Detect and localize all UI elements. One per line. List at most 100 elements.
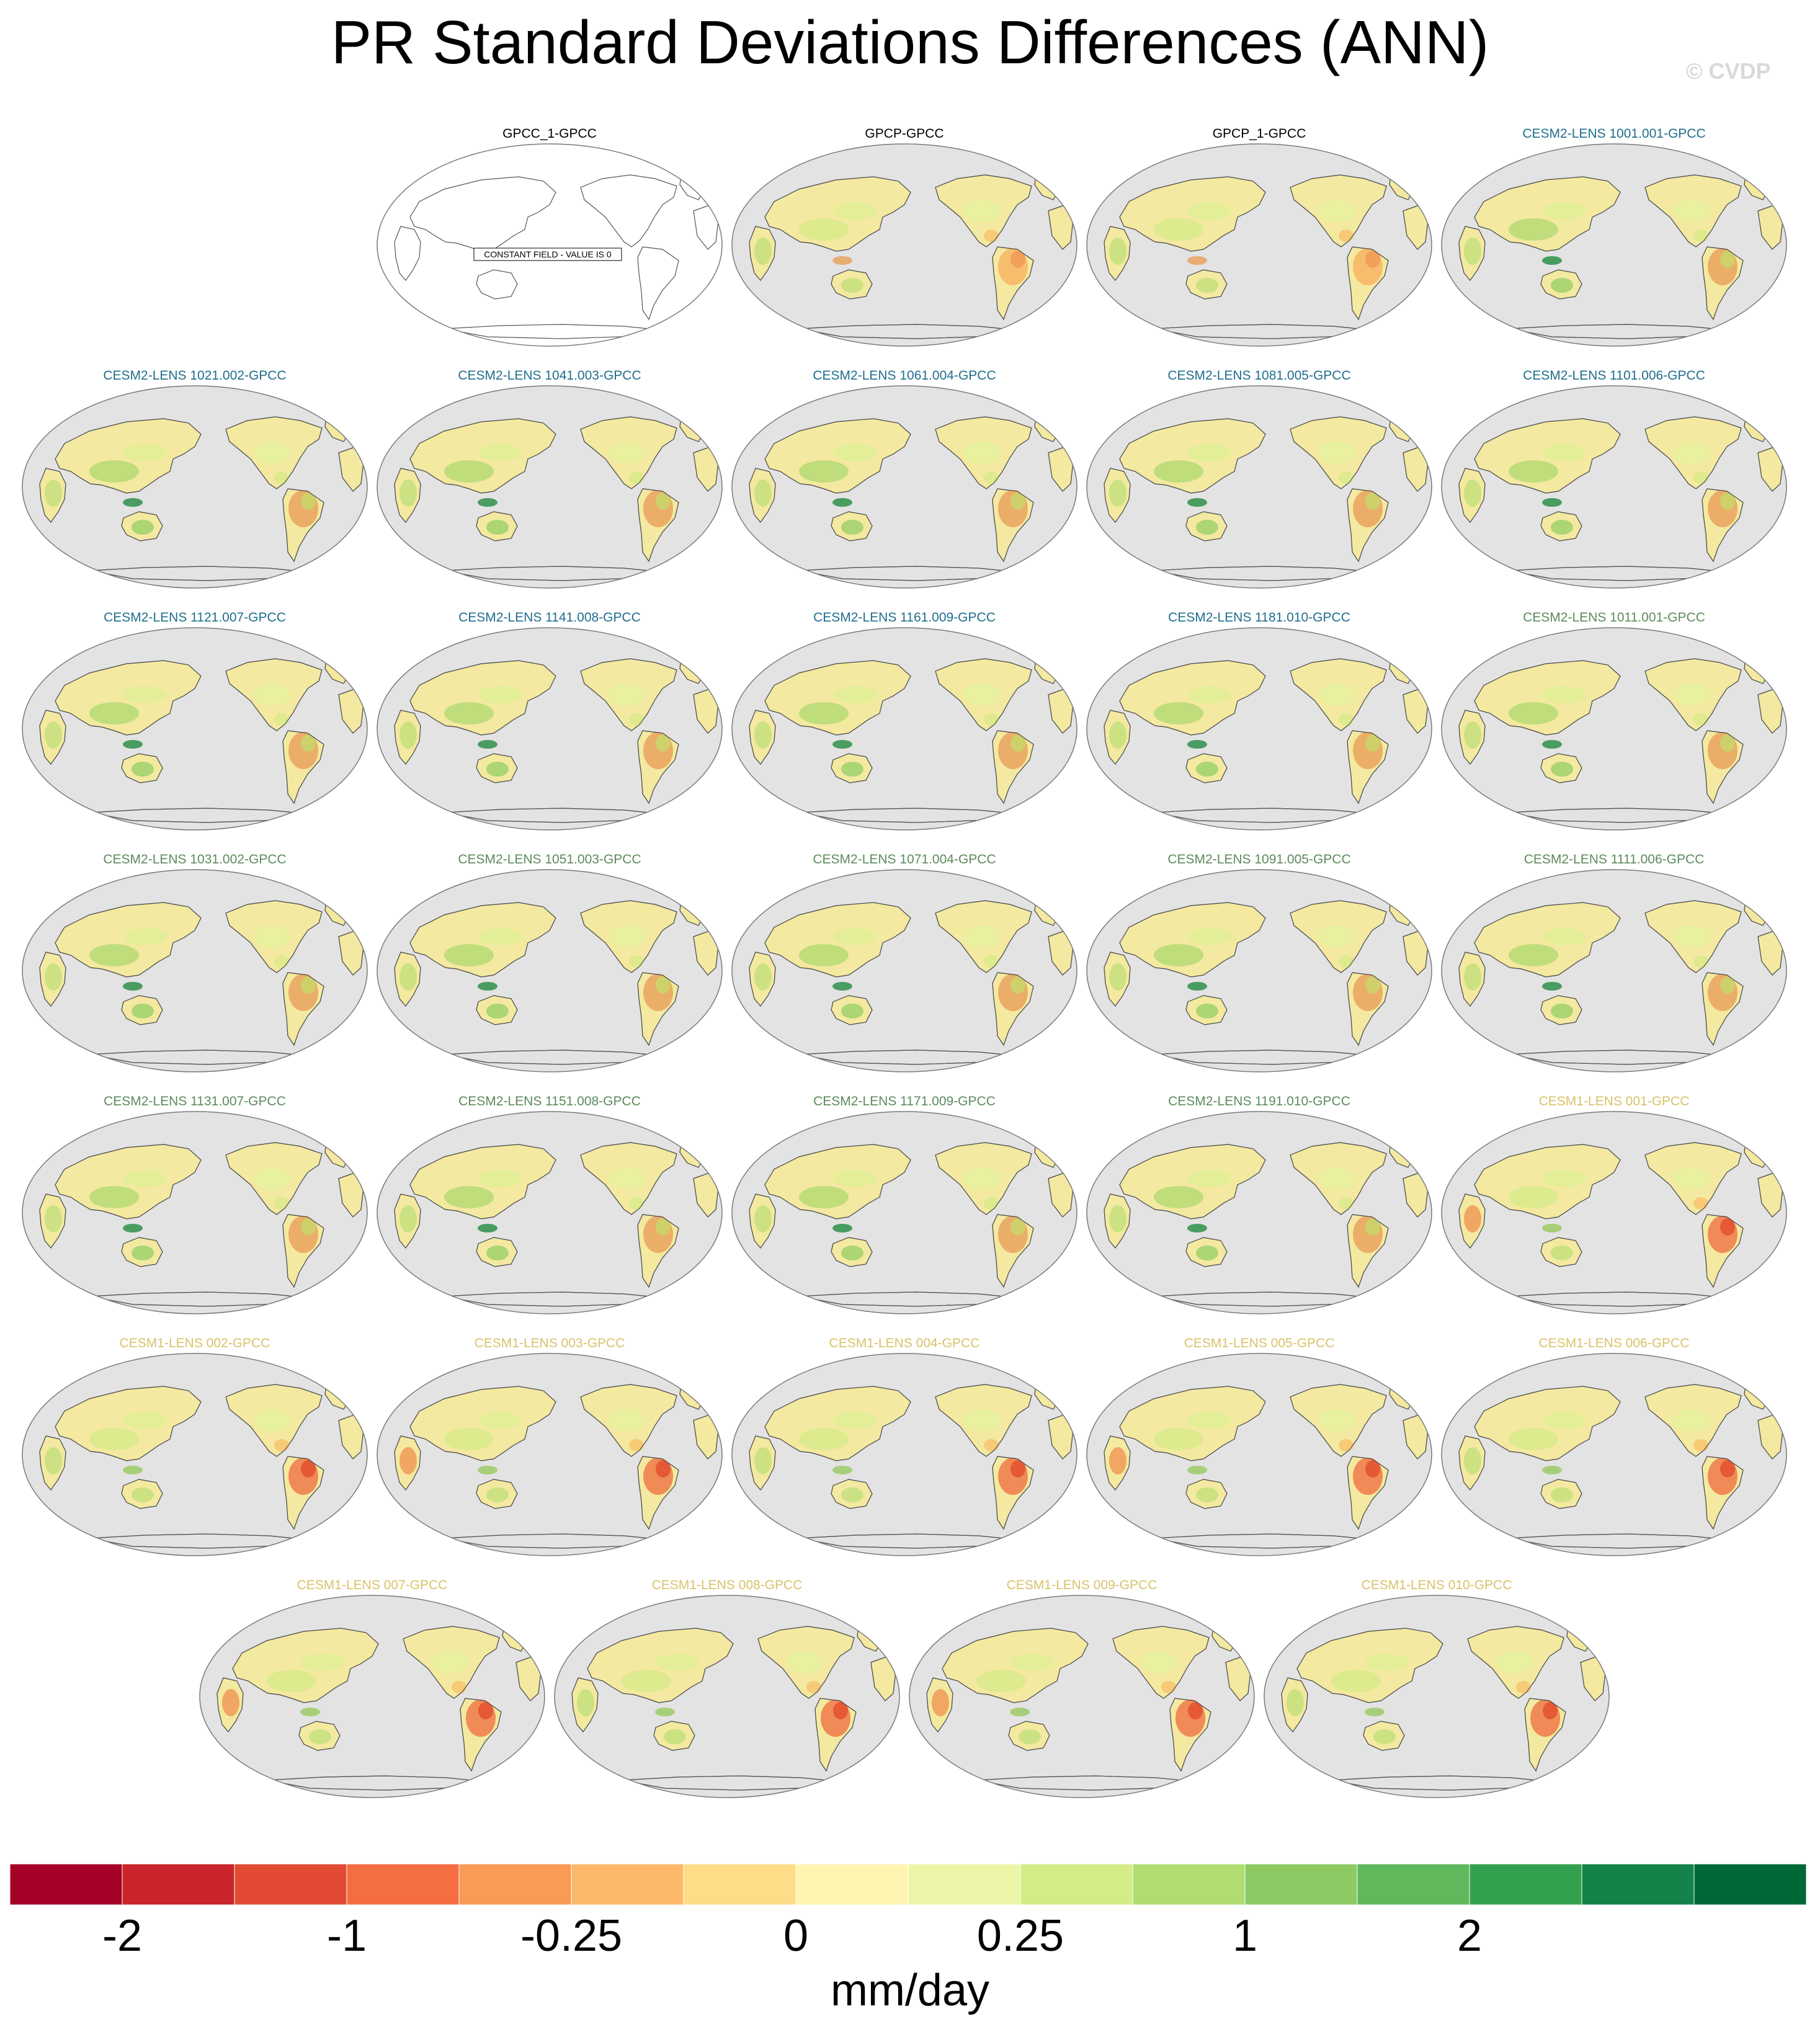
difference-patch xyxy=(1187,256,1207,265)
difference-patch xyxy=(832,256,852,265)
coastline-outline xyxy=(814,1698,857,1772)
difference-patch xyxy=(301,493,316,510)
difference-patch xyxy=(123,1466,143,1474)
difference-patch xyxy=(1551,1487,1573,1502)
panel-title: CESM2-LENS 1151.008-GPCC xyxy=(458,1094,641,1108)
difference-patch xyxy=(431,1651,468,1674)
difference-patch xyxy=(1693,471,1708,484)
difference-patch xyxy=(486,1246,509,1260)
difference-patch xyxy=(452,1681,466,1693)
ocean-background xyxy=(200,1595,545,1798)
map-border xyxy=(731,627,1077,831)
coastline-outline xyxy=(121,1237,163,1267)
coastline-outline xyxy=(476,995,518,1025)
coastline-outline xyxy=(1702,730,1744,805)
difference-patch xyxy=(1154,218,1203,241)
difference-patch xyxy=(963,925,1001,948)
difference-patch xyxy=(1339,1439,1354,1451)
panel-title: GPCC_1-GPCC xyxy=(502,127,597,141)
colorbar-swatch xyxy=(1357,1864,1470,1905)
difference-patch xyxy=(1287,1689,1304,1716)
difference-patch xyxy=(1365,976,1380,994)
coastline-outline xyxy=(403,1626,500,1699)
coastline-outline xyxy=(1290,1384,1387,1457)
ocean-background xyxy=(1087,144,1432,346)
ocean-background xyxy=(377,870,722,1072)
ocean-background xyxy=(732,386,1077,588)
coastline-outline xyxy=(394,710,421,765)
difference-patch xyxy=(1673,925,1710,948)
difference-patch xyxy=(1318,1167,1355,1190)
coastline-outline xyxy=(764,660,911,736)
difference-patch xyxy=(478,982,497,991)
coastline-outline xyxy=(282,1214,324,1288)
difference-patch xyxy=(89,702,139,724)
map-border xyxy=(1441,143,1787,347)
difference-patch xyxy=(786,1651,823,1674)
map-border xyxy=(731,1111,1077,1314)
difference-patch xyxy=(1188,686,1231,703)
difference-patch xyxy=(1551,1246,1573,1260)
difference-patch xyxy=(478,928,522,945)
panel-title: CESM2-LENS 1091.005-GPCC xyxy=(1167,852,1351,867)
coastline-outline xyxy=(764,1144,911,1219)
difference-patch xyxy=(1516,1681,1531,1693)
map-panel: CESM1-LENS 004-GPCC xyxy=(731,1336,1078,1572)
world-map xyxy=(1086,1111,1432,1314)
difference-patch xyxy=(301,734,316,752)
colorbar-swatch xyxy=(1020,1864,1133,1905)
difference-patch xyxy=(1109,963,1126,991)
difference-patch xyxy=(444,460,494,483)
coastline-outline xyxy=(282,730,324,805)
coastline-outline xyxy=(1008,1721,1050,1751)
coastline-outline xyxy=(1104,1193,1131,1249)
panel-title: CESM2-LENS 1021.002-GPCC xyxy=(103,368,287,383)
difference-patch xyxy=(609,442,646,464)
ocean-background xyxy=(732,1353,1077,1556)
difference-patch xyxy=(841,278,863,293)
difference-patch xyxy=(399,721,417,749)
ocean-background xyxy=(1087,1112,1432,1314)
coastline-outline xyxy=(992,1214,1034,1288)
difference-patch xyxy=(1720,493,1735,510)
map-panel: CESM2-LENS 1121.007-GPCC xyxy=(21,610,368,846)
coastline-outline xyxy=(39,1193,66,1249)
coastline-outline xyxy=(1119,1386,1266,1461)
coastline-outline xyxy=(942,1628,1089,1703)
difference-patch xyxy=(89,1186,139,1208)
difference-patch xyxy=(656,1654,699,1671)
difference-patch xyxy=(1109,238,1126,265)
difference-patch xyxy=(754,963,772,991)
panel-title: CESM1-LENS 007-GPCC xyxy=(297,1578,448,1592)
coastline-outline xyxy=(831,1237,873,1267)
map-panel: CESM2-LENS 1141.008-GPCC xyxy=(376,610,723,846)
panel-title: CESM2-LENS 1031.002-GPCC xyxy=(103,852,287,867)
coastline-outline xyxy=(476,1479,518,1509)
map-border xyxy=(22,1111,368,1314)
coastline-outline xyxy=(580,658,677,731)
world-map xyxy=(1086,869,1432,1072)
difference-patch xyxy=(1464,479,1481,507)
difference-patch xyxy=(1551,520,1573,535)
map-border xyxy=(554,1595,900,1798)
ocean-background xyxy=(1442,144,1787,346)
difference-patch xyxy=(799,460,849,483)
difference-patch xyxy=(1318,684,1355,706)
ocean-background xyxy=(377,1353,722,1556)
coastline-outline xyxy=(225,900,323,973)
difference-patch xyxy=(754,238,772,265)
difference-patch xyxy=(1019,1729,1041,1744)
map-border xyxy=(1086,869,1432,1072)
coastline-outline xyxy=(580,416,677,489)
coastline-outline xyxy=(1644,900,1742,973)
difference-patch xyxy=(1373,1729,1396,1744)
difference-patch xyxy=(274,713,289,726)
colorbar-swatch xyxy=(683,1864,796,1905)
difference-patch xyxy=(1188,1170,1231,1187)
panel-title: CESM1-LENS 008-GPCC xyxy=(651,1578,803,1592)
difference-patch xyxy=(1365,1218,1380,1236)
difference-patch xyxy=(963,1167,1001,1190)
map-border xyxy=(1441,385,1787,589)
difference-patch xyxy=(841,762,863,777)
difference-patch xyxy=(1196,1004,1218,1018)
